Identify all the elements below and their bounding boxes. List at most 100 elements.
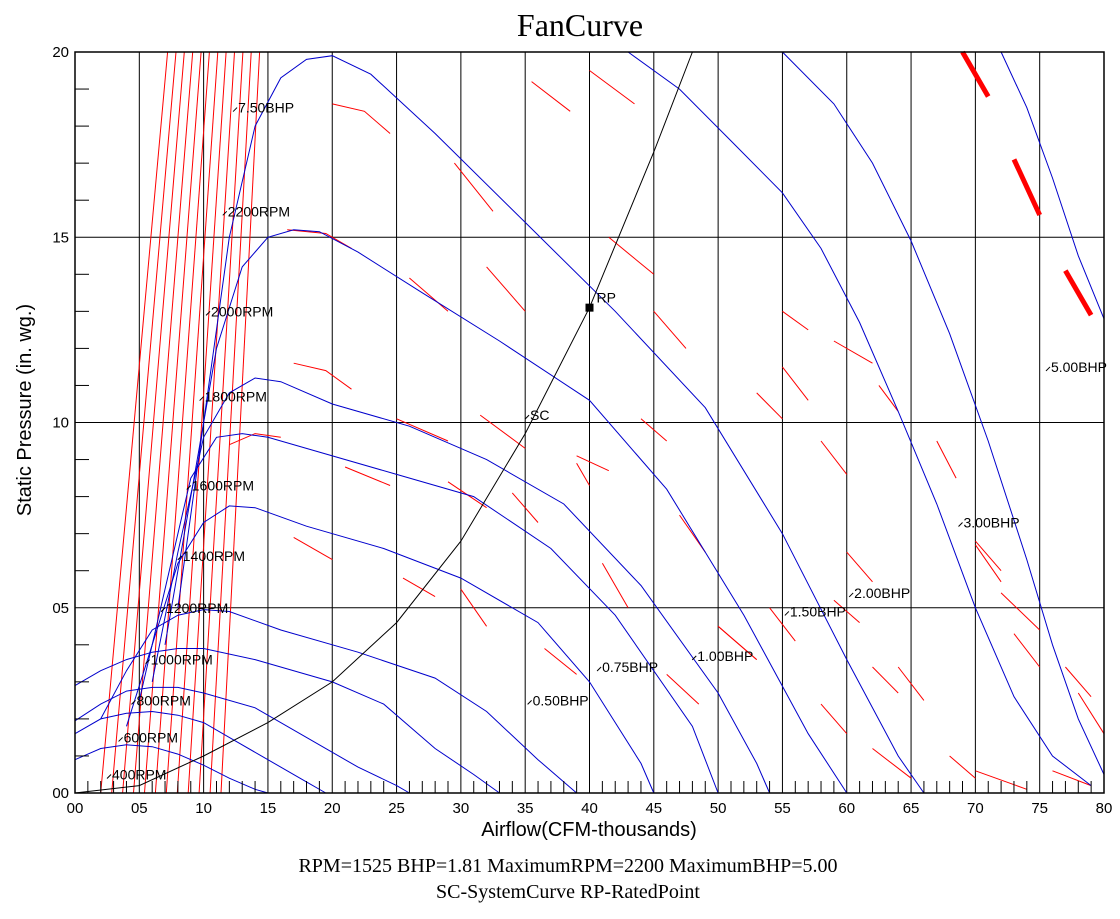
bhp-label-leader	[848, 592, 854, 598]
bhp-label: 3.00BHP	[964, 515, 1020, 531]
x-tick-label: 20	[324, 800, 341, 817]
efficiency-segment	[608, 236, 655, 275]
x-axis-label: Airflow(CFM-thousands)	[481, 819, 697, 841]
rpm-label-leader	[186, 485, 192, 490]
rpm-curve	[74, 648, 500, 794]
x-tick-label: 05	[131, 800, 148, 817]
efficiency-segment	[769, 607, 796, 642]
surge-efficiency-line	[100, 51, 169, 794]
surge-efficiency-line	[165, 51, 219, 794]
bhp-label: 7.50BHP	[238, 100, 294, 116]
rpm-label-leader	[199, 396, 204, 401]
efficiency-segment	[287, 229, 352, 249]
bhp-label: 2.00BHP	[854, 585, 910, 601]
footnote-line-1: RPM=1525 BHP=1.81 MaximumRPM=2200 Maximu…	[298, 855, 837, 877]
rpm-label-leader	[177, 555, 183, 561]
x-tick-label: 60	[838, 800, 855, 817]
efficiency-segment	[782, 366, 809, 401]
bhp-curve	[1000, 51, 1105, 319]
bhp-label-leader	[958, 522, 963, 527]
x-tick-label: 65	[903, 800, 920, 817]
x-axis-ticks: 00 05 10 15 20 25 30 35 40 45 50 55 60 65 70 75 80	[67, 781, 1112, 817]
efficiency-segment	[756, 392, 783, 420]
rpm-label-leader	[205, 310, 211, 316]
thick-efficiency-segment	[1063, 269, 1094, 317]
rpm-label: 1400RPM	[183, 548, 245, 564]
efficiency-segment	[653, 310, 687, 349]
efficiency-segment	[511, 492, 539, 523]
rpm-curve	[74, 710, 327, 794]
x-tick-label: 35	[517, 800, 534, 817]
efficiency-segment	[589, 70, 635, 105]
rpm-label-leader	[222, 210, 228, 216]
surge-efficiency-line	[220, 51, 261, 794]
efficiency-segment	[460, 588, 488, 627]
efficiency-segment	[717, 625, 758, 660]
surge-efficiency-line	[176, 51, 227, 794]
bhp-label-leader	[691, 655, 697, 661]
bhp-curve	[782, 51, 1105, 775]
y-tick-label: 15	[52, 229, 69, 246]
x-tick-label: 40	[581, 800, 598, 817]
rpm-label: 2000RPM	[211, 303, 273, 319]
x-tick-label: 25	[388, 800, 405, 817]
efficiency-segment	[872, 666, 899, 694]
rpm-label: 2200RPM	[228, 203, 290, 219]
chart-title: FanCurve	[517, 7, 643, 43]
efficiency-segment	[344, 466, 391, 486]
bhp-label-leader	[527, 700, 532, 705]
rated-point-marker	[585, 303, 594, 312]
rated-point-label: RP	[597, 290, 616, 306]
efficiency-segment	[949, 755, 976, 779]
plot-frame	[74, 51, 1105, 794]
surge-efficiency-line	[209, 51, 252, 794]
efficiency-segment	[820, 703, 848, 735]
efficiency-segment	[897, 666, 925, 701]
efficiency-segment	[1077, 692, 1105, 734]
efficiency-segment	[229, 433, 281, 446]
efficiency-segment	[833, 599, 860, 623]
efficiency-segment	[833, 340, 873, 364]
x-tick-label: 45	[645, 800, 662, 817]
efficiency-segment	[1052, 770, 1092, 787]
bhp-label: 0.50BHP	[533, 692, 589, 708]
rpm-curve	[138, 433, 719, 794]
efficiency-segment	[975, 770, 1027, 790]
bhp-label: 5.00BHP	[1051, 359, 1107, 375]
surge-efficiency-line	[122, 51, 185, 794]
surge-efficiency-line	[111, 51, 177, 794]
y-axis-label: Static Pressure (in. wg.)	[14, 304, 36, 516]
rpm-label-leader	[145, 659, 150, 664]
efficiency-segment	[576, 455, 610, 472]
y-tick-label: 00	[52, 785, 69, 802]
efficiency-segment	[666, 674, 700, 705]
y-tick-label: 20	[52, 44, 69, 61]
efficiency-segment	[293, 536, 333, 561]
efficiency-segment	[1065, 666, 1092, 698]
x-tick-label: 75	[1031, 800, 1048, 817]
efficiency-segment	[402, 577, 436, 598]
efficiency-segment	[479, 414, 526, 449]
bhp-label: 1.00BHP	[697, 648, 753, 664]
efficiency-segment	[878, 385, 899, 412]
surge-efficiency-line	[133, 51, 194, 794]
efficiency-segment	[872, 748, 912, 779]
rpm-label-leader	[131, 700, 136, 705]
efficiency-segments	[100, 50, 1105, 794]
bhp-curve	[627, 51, 1092, 786]
x-tick-label: 00	[67, 800, 84, 817]
rpm-label: 400RPM	[112, 766, 166, 782]
rpm-curve	[177, 55, 925, 794]
surge-efficiency-line	[187, 51, 235, 794]
rpm-label-leader	[118, 737, 123, 742]
efficiency-segment	[531, 81, 571, 112]
x-tick-label: 50	[710, 800, 727, 817]
rpm-label: 1600RPM	[192, 477, 254, 493]
system-curve	[74, 51, 693, 794]
rpm-curve	[151, 377, 771, 794]
efficiency-segment	[974, 544, 1002, 583]
efficiency-segment	[454, 162, 494, 212]
rpm-label: 1200RPM	[166, 600, 228, 616]
efficiency-segment	[396, 418, 449, 442]
